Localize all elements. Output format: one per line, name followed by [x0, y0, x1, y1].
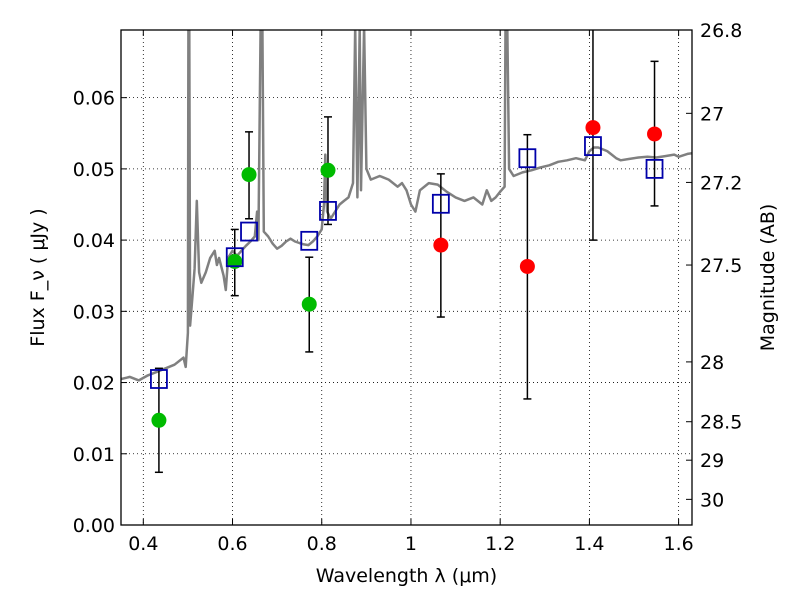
y-tick-label: 0.01	[73, 444, 115, 466]
green-data-point	[227, 253, 243, 269]
plot-data	[121, 30, 692, 474]
green-data-point	[320, 162, 336, 178]
x-tick-label: 0.8	[307, 533, 337, 555]
y2-tick-label: 28.5	[700, 412, 742, 434]
y-axis-label: Flux F_ν ( μJy )	[27, 208, 49, 346]
model-photometry-square	[300, 230, 319, 251]
model-spectrum-line	[121, 30, 692, 382]
model-photometry-square	[518, 148, 537, 169]
model-photometry-square	[240, 221, 258, 242]
x-tick-label: 0.4	[128, 533, 158, 555]
y2-tick-label: 28	[700, 352, 724, 374]
y-tick-label: 0.05	[73, 159, 115, 181]
red-data-point	[585, 120, 601, 136]
y2-tick-label: 29	[700, 450, 724, 472]
x-tick-label: 1.2	[485, 533, 515, 555]
green-data-point	[301, 296, 317, 312]
green-data-point	[151, 412, 167, 428]
red-data-point	[519, 258, 535, 274]
plot-frame	[120, 29, 693, 526]
grid	[121, 30, 692, 526]
model-photometry-square	[150, 369, 168, 389]
red-data-point	[647, 126, 663, 142]
y2-axis-label: Magnitude (AB)	[757, 204, 779, 352]
y2-tick-label: 30	[700, 489, 724, 511]
x-tick-label: 1.6	[664, 533, 694, 555]
model-photometry-square	[584, 136, 602, 156]
model-photometry-square	[319, 201, 337, 221]
y2-tick-label: 27	[700, 103, 724, 125]
axis-ticks: 0.4 0.6 0.8 1 1.2 1.4 1.6 0.00 0.01 0.02 0.03 0.04 0…	[73, 20, 743, 555]
model-photometry-square	[645, 158, 664, 179]
model-photometry-square	[431, 193, 450, 214]
x-tick-label: 1.4	[574, 533, 604, 555]
y-tick-label: 0.00	[73, 515, 115, 537]
y2-tick-label: 26.8	[700, 20, 742, 42]
x-axis-label: Wavelength λ (μm)	[316, 565, 497, 587]
red-data-point	[433, 237, 449, 253]
y-tick-label: 0.06	[73, 88, 115, 110]
model-photometry-square	[225, 247, 244, 268]
y2-tick-label: 27.2	[700, 172, 742, 194]
y2-tick-label: 27.5	[700, 255, 742, 277]
y-tick-label: 0.04	[73, 230, 115, 252]
x-tick-label: 0.6	[217, 533, 247, 555]
y-tick-label: 0.02	[73, 373, 115, 395]
x-tick-label: 1	[405, 533, 417, 555]
green-data-point	[241, 167, 257, 183]
y-tick-label: 0.03	[73, 301, 115, 323]
